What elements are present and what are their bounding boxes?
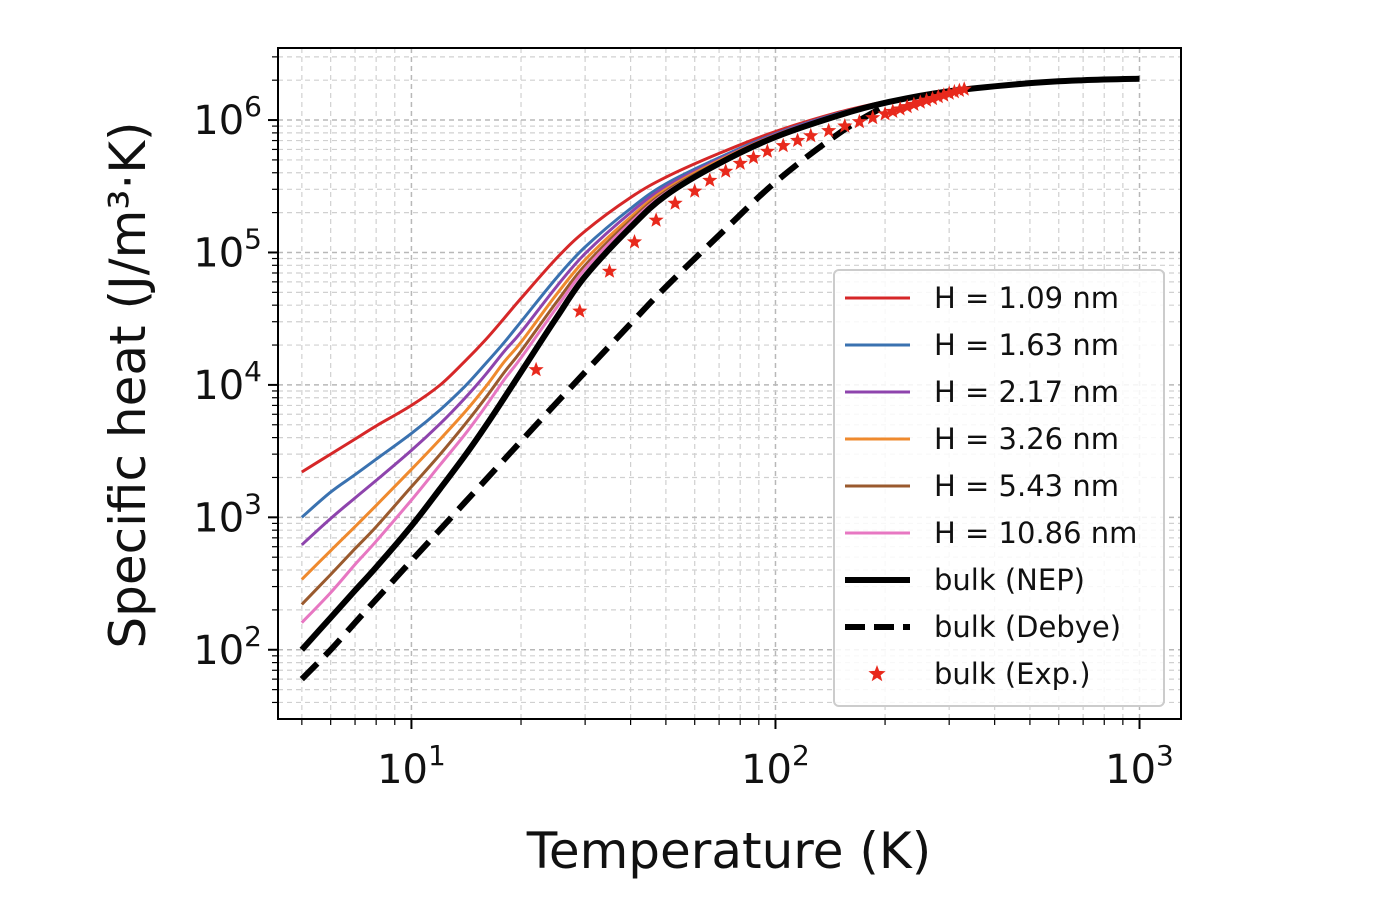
experimental-point xyxy=(924,90,941,106)
experimental-point xyxy=(790,132,806,147)
y-tick-label-exponent: 4 xyxy=(244,355,262,388)
y-tick-label-exponent: 2 xyxy=(244,620,262,653)
experimental-point xyxy=(912,94,928,109)
legend-label: H = 1.63 nm xyxy=(934,328,1119,362)
series-lines xyxy=(299,75,1140,682)
experimental-point xyxy=(851,113,867,129)
experimental-point xyxy=(951,82,967,97)
x-tick-label: 103 xyxy=(1105,739,1174,793)
experimental-point xyxy=(930,88,946,104)
x-tick-label-exponent: 3 xyxy=(1156,739,1174,772)
x-tick-labels: 101 102 103 xyxy=(377,739,1174,793)
experimental-point xyxy=(918,92,935,107)
y-tick-label-base: 10 xyxy=(193,628,244,674)
y-tick-label-exponent: 5 xyxy=(244,222,262,255)
x-axis-title: Temperature (K) xyxy=(526,822,931,880)
experimental-point xyxy=(775,137,791,153)
y-tick-label-base: 10 xyxy=(193,98,244,144)
grid xyxy=(278,48,1181,719)
x-tick-label-base: 10 xyxy=(741,747,792,793)
experimental-point xyxy=(759,143,775,158)
x-tick-label-base: 10 xyxy=(1105,747,1156,793)
experimental-point xyxy=(528,361,544,377)
experimental-point xyxy=(626,234,643,249)
experimental-point xyxy=(803,127,819,143)
legend-label: H = 1.09 nm xyxy=(934,281,1119,315)
y-tick-label: 103 xyxy=(193,487,262,541)
y-tick-label-exponent: 3 xyxy=(244,487,262,520)
legend-label: H = 3.26 nm xyxy=(934,422,1119,456)
series-line-0 xyxy=(301,100,886,474)
tick-marks xyxy=(268,56,1141,729)
series-line-7 xyxy=(299,103,887,682)
legend: H = 1.09 nm H = 1.63 nm H = 2.17 nm H = 3.2… xyxy=(833,269,1165,707)
experimental-point xyxy=(732,155,748,170)
x-tick-label-exponent: 2 xyxy=(792,739,810,772)
legend-marker xyxy=(868,665,886,682)
experimental-point xyxy=(906,96,922,111)
legend-label: H = 5.43 nm xyxy=(934,469,1119,503)
experimental-point xyxy=(865,109,881,125)
legend-label: H = 10.86 nm xyxy=(934,516,1137,550)
experimental-point xyxy=(821,122,837,138)
experimental-point xyxy=(837,118,853,133)
experimental-point xyxy=(718,163,734,178)
legend-box xyxy=(833,269,1165,707)
experimental-point xyxy=(877,106,893,121)
experimental-point xyxy=(702,172,718,187)
y-tick-label-base: 10 xyxy=(193,363,244,409)
experimental-point xyxy=(667,195,683,210)
x-tick-label-base: 10 xyxy=(377,747,428,793)
experimental-point xyxy=(899,98,915,114)
y-tick-label-base: 10 xyxy=(193,230,244,276)
x-tick-label: 102 xyxy=(741,739,810,793)
experimental-point xyxy=(745,149,762,165)
experimental-point xyxy=(687,183,703,198)
experimental-markers xyxy=(528,81,972,377)
experimental-point xyxy=(885,103,901,118)
y-tick-label: 105 xyxy=(193,222,262,276)
experimental-point xyxy=(572,303,588,318)
legend-label: bulk (Debye) xyxy=(934,610,1121,644)
y-tick-label-exponent: 6 xyxy=(244,90,262,123)
experimental-point xyxy=(946,83,962,99)
x-tick-label: 101 xyxy=(377,739,446,793)
experimental-point xyxy=(601,263,618,278)
y-axis-title: Specific heat (J/m³·K) xyxy=(99,121,157,648)
legend-label: H = 2.17 nm xyxy=(934,375,1119,409)
legend-label: bulk (Exp.) xyxy=(934,657,1091,691)
y-tick-label: 104 xyxy=(193,355,262,409)
y-tick-label-base: 10 xyxy=(193,495,244,541)
experimental-point xyxy=(936,87,952,102)
experimental-point xyxy=(956,81,972,96)
x-tick-label-exponent: 1 xyxy=(428,739,446,772)
plot-frame xyxy=(277,47,1182,720)
y-tick-label: 102 xyxy=(193,620,262,674)
experimental-point xyxy=(892,101,908,116)
legend-label: bulk (NEP) xyxy=(934,563,1085,597)
experimental-point xyxy=(941,85,957,100)
y-tick-label: 106 xyxy=(193,90,262,144)
experimental-point xyxy=(648,212,664,227)
